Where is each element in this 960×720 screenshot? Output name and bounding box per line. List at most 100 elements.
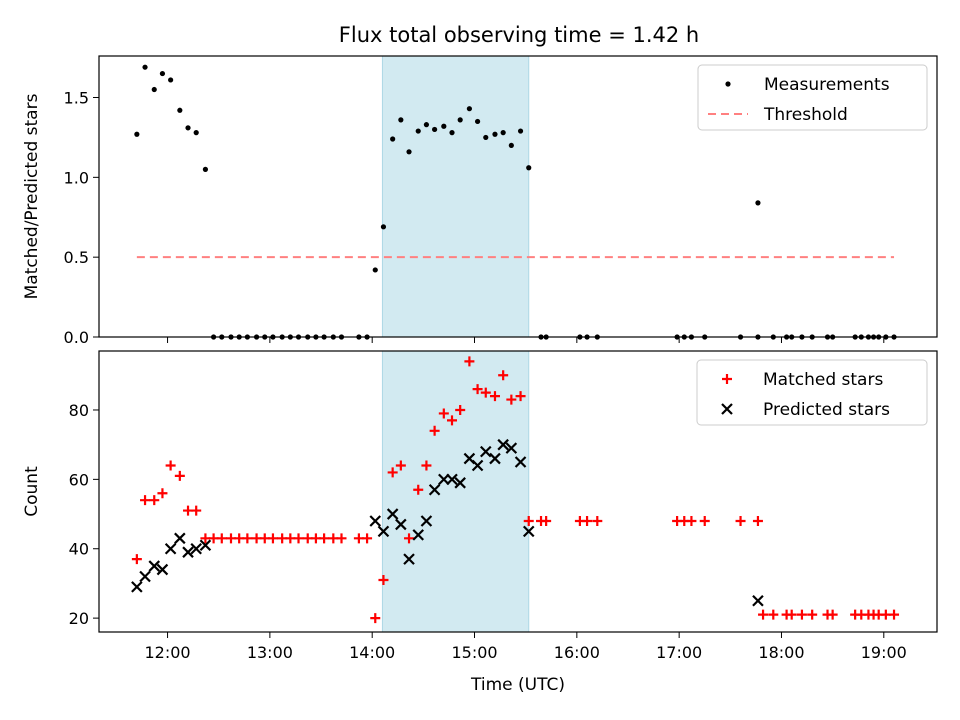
x-tick-label: 14:00 [349,643,395,662]
x-tick-label: 12:00 [144,643,190,662]
data-point [508,142,514,149]
y-tick-label: 0.0 [64,328,89,347]
data-point [471,459,484,472]
data-point [755,200,761,206]
data-point [193,130,199,136]
x-tick-label: 18:00 [758,643,804,662]
data-point [369,515,382,527]
data-point [412,529,425,541]
legend: Matched stars Predicted stars [696,359,928,426]
data-point [398,117,404,123]
data-point [377,525,390,538]
data-point [395,518,407,531]
y-tick-label: 1.5 [64,89,89,108]
data-point [592,515,603,526]
data-point [185,125,191,131]
data-point [378,574,389,585]
data-point [420,515,433,527]
data-point [202,166,209,172]
data-point [293,533,304,544]
data-point [413,484,424,495]
data-point [447,415,458,426]
data-point [428,483,441,496]
data-point [148,560,161,572]
data-point [699,515,710,526]
data-point [156,563,169,576]
data-point [415,128,421,134]
data-point [505,442,518,454]
data-point [498,370,509,381]
highlight-span [381,55,530,338]
y-tick-label: 0.5 [64,248,89,267]
x-tick-label: 15:00 [451,643,497,662]
data-point [457,117,463,123]
data-point [735,515,746,526]
legend-label: Threshold [763,105,848,125]
x-tick-label: 17:00 [656,643,702,662]
data-point [449,130,455,136]
legend-box [697,64,928,131]
legend: Measurements Threshold [697,64,928,131]
data-point [131,554,142,565]
data-point [441,123,447,129]
data-point [515,391,526,402]
y-axis-label: Matched/Predicted stars [22,93,42,299]
data-point [432,126,438,133]
legend-swatch [725,81,731,87]
data-point [438,408,449,419]
data-point [164,542,177,555]
data-point [336,533,347,544]
data-point [242,533,253,544]
data-point [483,134,489,141]
data-point [403,553,415,565]
data-point [421,460,432,471]
y-tick-label: 40 [69,540,89,559]
plot-frame [98,350,938,633]
data-point [395,460,406,471]
data-point [387,467,398,478]
legend-label: Matched stars [763,370,883,390]
data-point [157,488,168,499]
data-point [492,131,498,137]
data-point [479,445,492,458]
y-tick-label: 80 [69,401,89,420]
highlight-span [381,350,530,633]
data-point [517,128,524,134]
data-point [191,505,202,516]
data-point [686,515,697,526]
legend-label: Measurements [764,75,890,95]
y-tick-label: 60 [69,470,89,489]
data-point [199,539,212,552]
data-point [372,267,378,273]
data-point [474,118,481,125]
data-point [142,64,148,70]
bottom-panel: 20 40 60 80 12:00 13:00 14:00 15:00 16:00 17:00 18… [22,350,938,695]
data-point [429,425,440,436]
data-point [149,495,160,506]
data-point [319,533,330,544]
data-point [386,508,399,520]
data-point [466,106,472,112]
legend-box [696,359,928,426]
data-point [139,570,151,583]
data-point [807,609,818,620]
data-point [497,438,509,451]
data-point [526,165,532,171]
data-point [380,224,387,230]
data-point [758,609,769,620]
data-point [362,533,373,544]
data-point [168,77,174,83]
data-point [174,470,185,481]
data-point [454,477,466,489]
data-point [216,533,227,544]
x-axis-label: Time (UTC) [470,675,565,695]
data-point [423,122,430,128]
data-point [159,70,166,77]
data-point [177,107,183,113]
data-point [480,387,491,398]
data-point [541,515,552,526]
y-axis-label: Count [22,466,42,517]
x-tick-label: 13:00 [247,643,293,662]
data-point [752,595,764,607]
